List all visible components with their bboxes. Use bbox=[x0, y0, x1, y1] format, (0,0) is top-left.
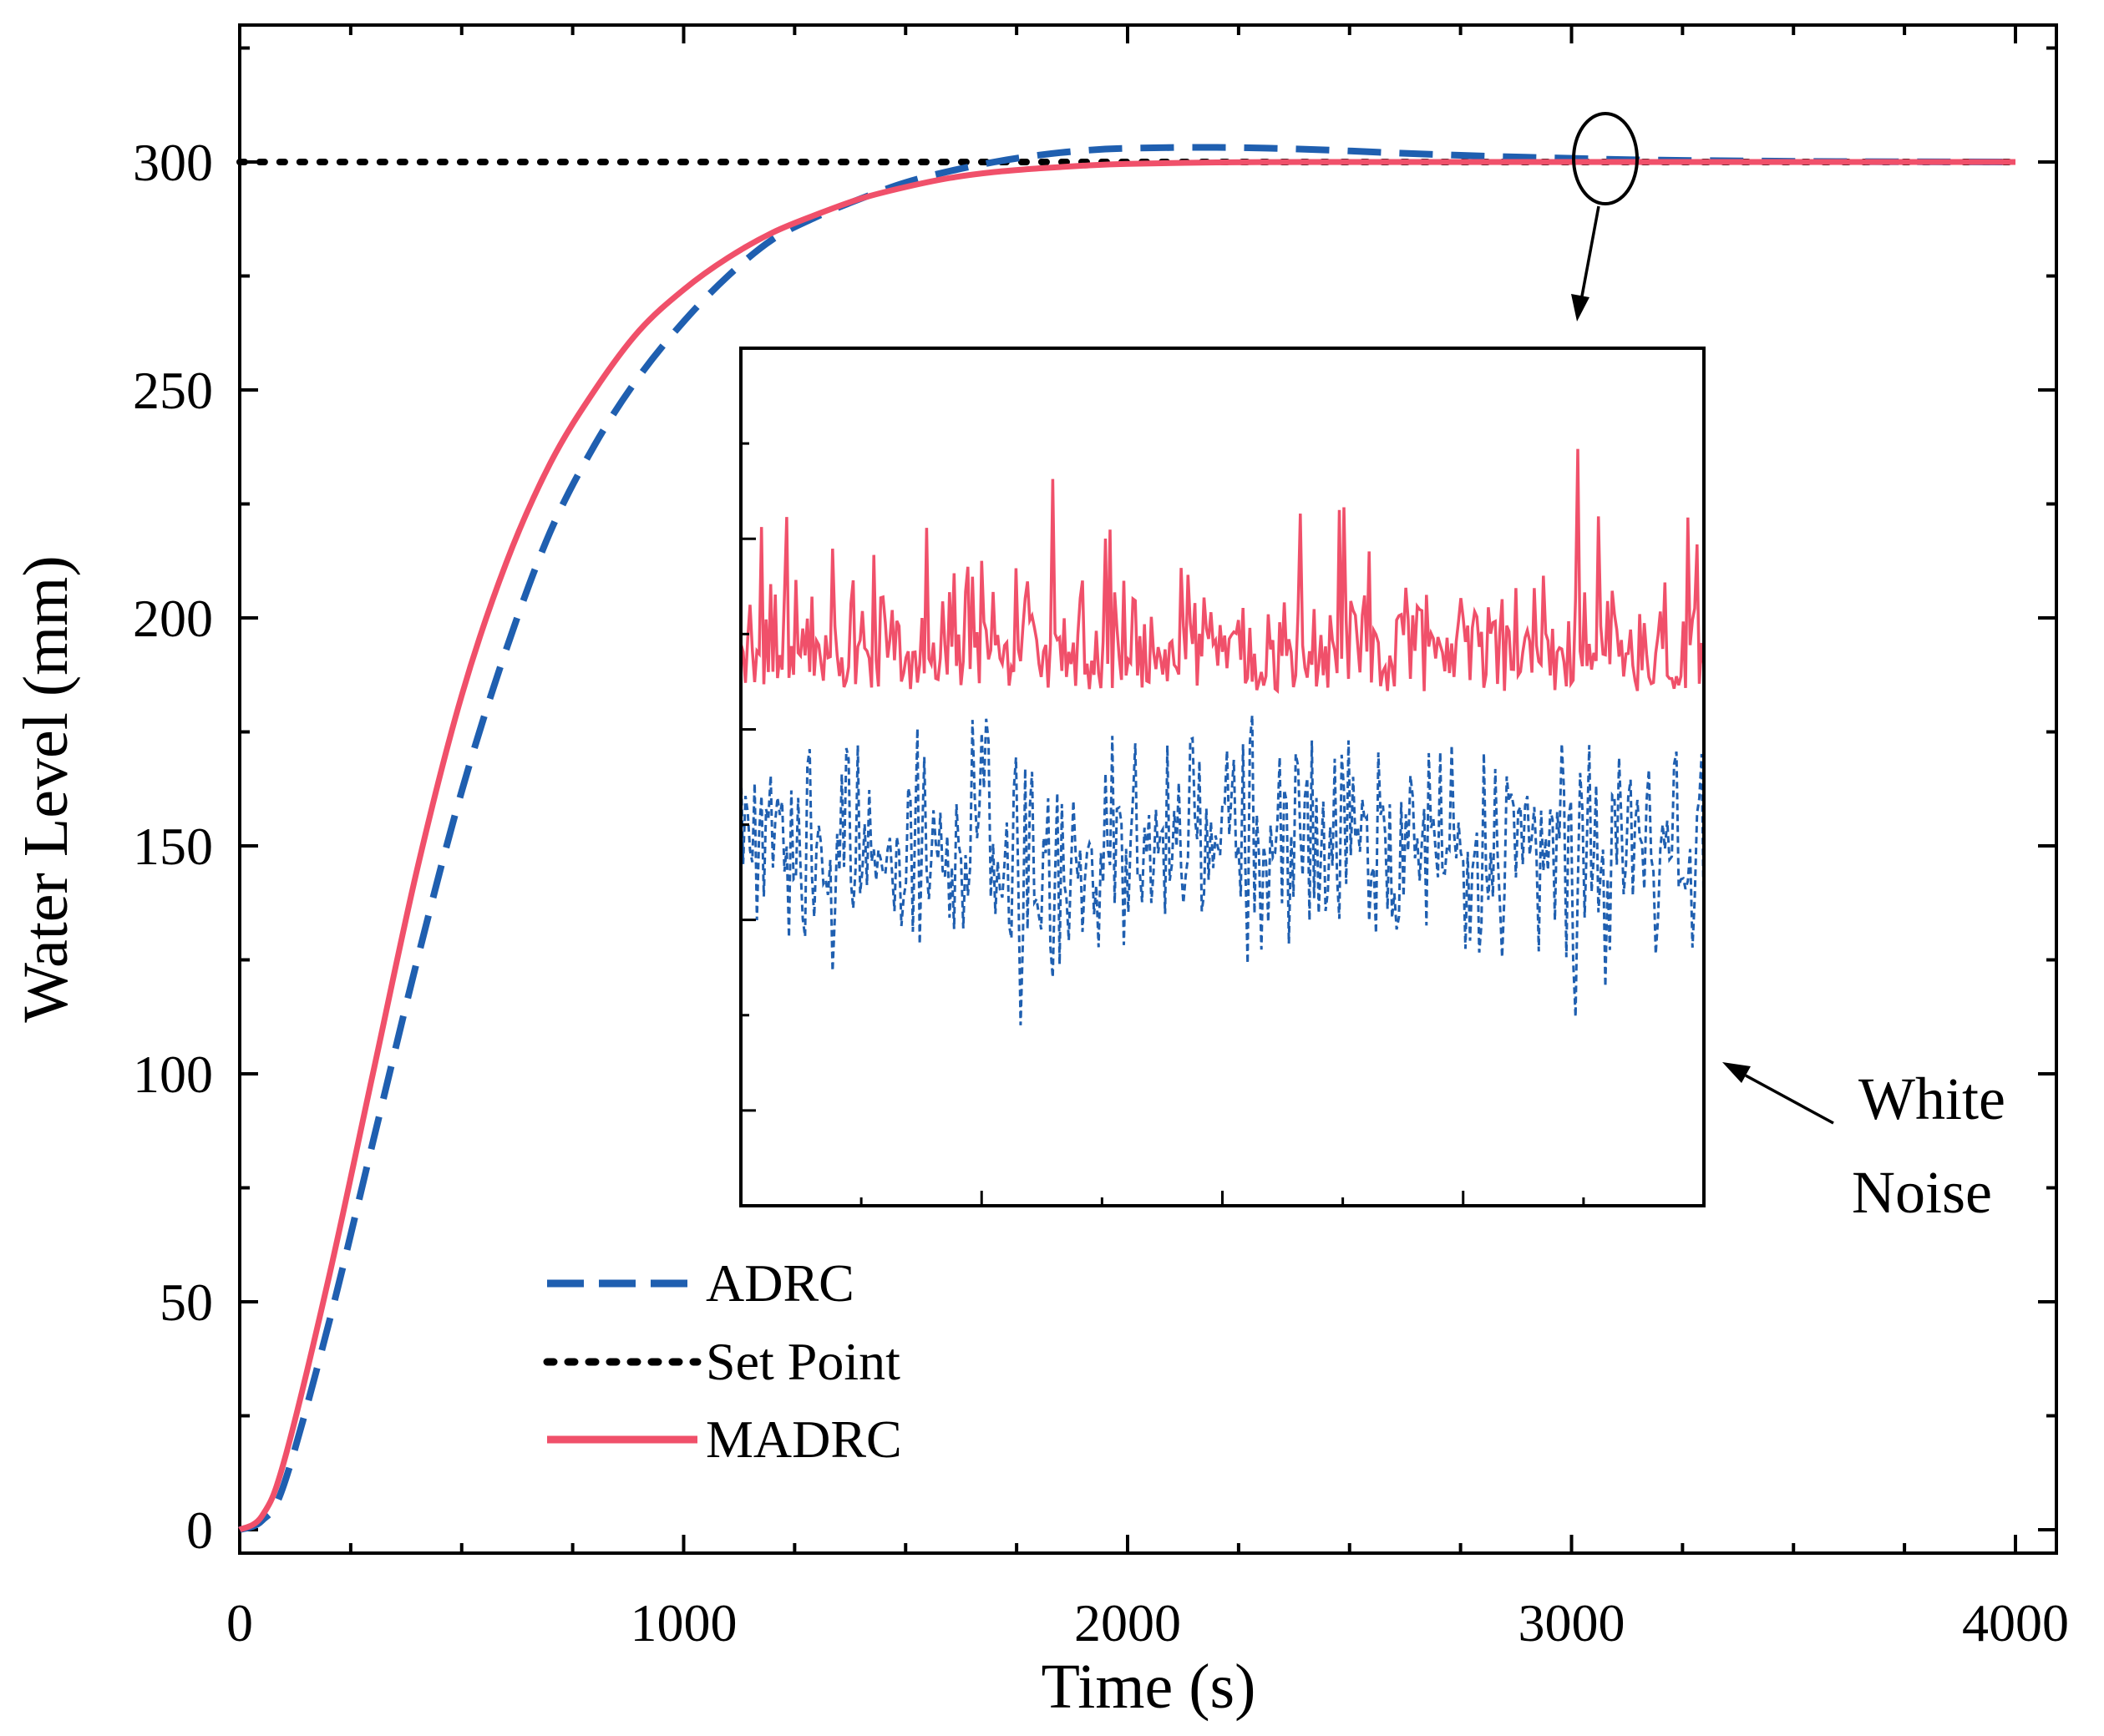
annotation-white-noise-line2: Noise bbox=[1852, 1159, 1992, 1226]
x-axis-title: Time (s) bbox=[1042, 1652, 1256, 1722]
series-madrc bbox=[238, 159, 2015, 1533]
inset-series-adrc bbox=[741, 715, 1704, 1025]
series-layer bbox=[236, 144, 2019, 1533]
x-axis: 0 1000 2000 3000 4000 bbox=[226, 25, 2069, 1652]
white-noise-arrow-head bbox=[1722, 1062, 1751, 1083]
inset-series-layer bbox=[741, 448, 1704, 1025]
y-tick-label: 200 bbox=[133, 589, 213, 648]
legend-label-madrc: MADRC bbox=[706, 1410, 902, 1469]
x-tick-label: 3000 bbox=[1518, 1593, 1625, 1652]
y-axis-title: Water Level (mm) bbox=[11, 555, 81, 1022]
zoom-arrow-line bbox=[1579, 205, 1600, 301]
inset-background bbox=[741, 348, 1704, 1206]
x-tick-label: 0 bbox=[226, 1593, 253, 1652]
white-noise-arrow-line bbox=[1745, 1074, 1834, 1125]
x-tick-label: 4000 bbox=[1962, 1593, 2069, 1652]
annotation-white-noise-line1: White bbox=[1858, 1065, 2005, 1132]
y-tick-label: 250 bbox=[133, 361, 213, 420]
inset-series-madrc bbox=[741, 448, 1704, 695]
y-tick-label: 100 bbox=[133, 1045, 213, 1104]
plot-frame bbox=[238, 23, 2058, 1555]
y-tick-label: 300 bbox=[133, 133, 213, 192]
legend: ADRC Set Point MADRC bbox=[543, 1253, 902, 1469]
legend-label-adrc: ADRC bbox=[706, 1253, 854, 1313]
y-tick-label: 0 bbox=[186, 1501, 213, 1560]
zoom-ellipse-marker bbox=[1572, 112, 1639, 205]
y-tick-label: 50 bbox=[160, 1273, 213, 1332]
legend-label-set-point: Set Point bbox=[706, 1332, 900, 1391]
x-tick-label: 2000 bbox=[1074, 1593, 1181, 1652]
inset bbox=[739, 347, 1706, 1207]
inset-ticks bbox=[741, 442, 1585, 1206]
zoom-arrow-head bbox=[1571, 294, 1589, 321]
y-tick-label: 150 bbox=[133, 817, 213, 876]
x-tick-label: 1000 bbox=[631, 1593, 738, 1652]
